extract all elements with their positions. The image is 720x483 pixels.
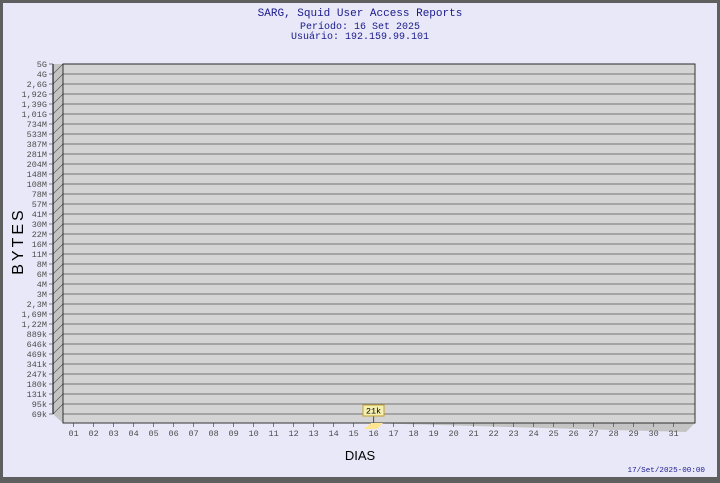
svg-text:95k: 95k (32, 400, 47, 410)
svg-text:18: 18 (408, 429, 418, 439)
svg-text:131k: 131k (27, 390, 47, 400)
svg-text:4G: 4G (37, 70, 47, 80)
svg-text:12: 12 (288, 429, 298, 439)
svg-text:20: 20 (448, 429, 458, 439)
svg-text:14: 14 (328, 429, 338, 439)
svg-text:04: 04 (128, 429, 138, 439)
svg-text:01: 01 (68, 429, 78, 439)
svg-text:06: 06 (168, 429, 178, 439)
svg-text:09: 09 (228, 429, 238, 439)
svg-text:05: 05 (148, 429, 158, 439)
svg-text:11: 11 (268, 429, 278, 439)
svg-text:11M: 11M (32, 250, 47, 260)
svg-text:21: 21 (468, 429, 478, 439)
svg-text:31: 31 (668, 429, 678, 439)
svg-text:23: 23 (508, 429, 518, 439)
svg-text:25: 25 (548, 429, 558, 439)
svg-text:03: 03 (108, 429, 118, 439)
svg-text:22M: 22M (32, 230, 47, 240)
svg-text:13: 13 (308, 429, 318, 439)
svg-text:10: 10 (248, 429, 258, 439)
svg-text:2,6G: 2,6G (27, 80, 47, 90)
svg-text:17: 17 (388, 429, 398, 439)
svg-text:30M: 30M (32, 220, 47, 230)
svg-text:16M: 16M (32, 240, 47, 250)
svg-text:57M: 57M (32, 200, 47, 210)
svg-text:41M: 41M (32, 210, 47, 220)
svg-text:8M: 8M (37, 260, 47, 270)
svg-text:78M: 78M (32, 190, 47, 200)
svg-text:29: 29 (628, 429, 638, 439)
svg-text:16: 16 (368, 429, 378, 439)
svg-text:26: 26 (568, 429, 578, 439)
svg-text:15: 15 (348, 429, 358, 439)
svg-text:21k: 21k (366, 407, 381, 417)
svg-text:07: 07 (188, 429, 198, 439)
svg-text:19: 19 (428, 429, 438, 439)
svg-text:24: 24 (528, 429, 538, 439)
svg-text:4M: 4M (37, 280, 47, 290)
svg-text:02: 02 (88, 429, 98, 439)
svg-text:22: 22 (488, 429, 498, 439)
svg-text:69k: 69k (32, 410, 47, 420)
svg-text:28: 28 (608, 429, 618, 439)
svg-text:5G: 5G (37, 60, 47, 70)
svg-text:08: 08 (208, 429, 218, 439)
svg-text:3M: 3M (37, 290, 47, 300)
svg-text:30: 30 (648, 429, 658, 439)
svg-text:6M: 6M (37, 270, 47, 280)
svg-text:27: 27 (588, 429, 598, 439)
